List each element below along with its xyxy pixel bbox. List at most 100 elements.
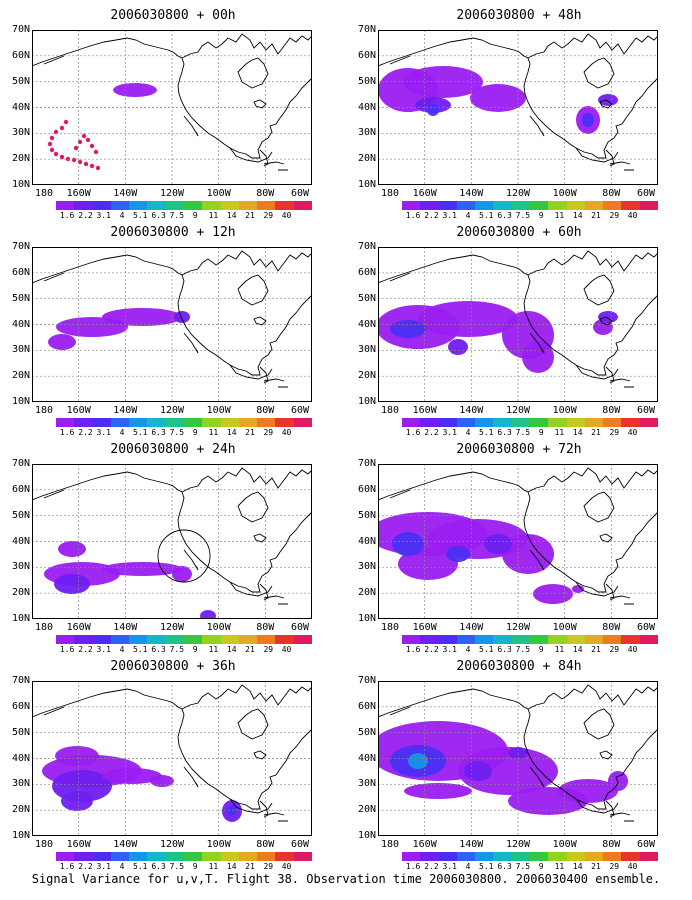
coastline bbox=[183, 549, 199, 571]
latitude-label: 60N bbox=[11, 266, 30, 278]
color-bar-swatch bbox=[456, 852, 476, 861]
color-bar-label: 2.2 bbox=[78, 862, 93, 871]
latitude-label: 10N bbox=[11, 179, 30, 190]
color-bar-swatch bbox=[493, 201, 512, 210]
variance-contour bbox=[200, 610, 216, 619]
color-bar-swatch bbox=[293, 201, 312, 210]
color-bar-label: 9 bbox=[192, 645, 198, 654]
color-bar-swatch bbox=[402, 852, 421, 861]
color-bar-swatch bbox=[529, 635, 549, 644]
longitude-label: 120W bbox=[505, 405, 531, 416]
color-bar-label: 11 bbox=[554, 428, 565, 437]
color-bar bbox=[56, 418, 312, 427]
color-bar-swatch bbox=[584, 201, 604, 210]
color-bar-label: 9 bbox=[192, 428, 198, 437]
longitude-label: 140W bbox=[459, 622, 484, 633]
color-bar-swatch bbox=[603, 635, 622, 644]
observation-point bbox=[85, 137, 91, 143]
color-bar-swatch bbox=[74, 201, 93, 210]
color-bar-label: 40 bbox=[627, 428, 638, 437]
color-bar-label: 3.1 bbox=[96, 211, 111, 220]
map-svg bbox=[32, 681, 312, 836]
color-bar-label: 5.1 bbox=[479, 862, 494, 871]
coastline bbox=[32, 254, 128, 284]
color-bar-label: 6.3 bbox=[497, 862, 512, 871]
color-bar-label: 3.1 bbox=[96, 645, 111, 654]
color-bar-swatch bbox=[420, 201, 439, 210]
color-bar-swatch bbox=[74, 852, 93, 861]
color-bar-label: 2.2 bbox=[424, 645, 439, 654]
panel-title: 2006030800 + 12h bbox=[110, 225, 236, 240]
coastline bbox=[253, 533, 267, 543]
coastline bbox=[609, 595, 634, 605]
variance-contour bbox=[150, 775, 174, 787]
color-bar-swatch bbox=[566, 635, 585, 644]
observation-point bbox=[49, 135, 55, 141]
coastline bbox=[378, 254, 474, 284]
latitude-label: 50N bbox=[11, 509, 30, 521]
color-bar-swatch bbox=[584, 635, 604, 644]
variance-contour bbox=[48, 334, 76, 350]
coastline bbox=[181, 684, 312, 710]
variance-contour bbox=[458, 747, 558, 795]
color-bar-label: 21 bbox=[245, 211, 255, 220]
variance-contour bbox=[464, 761, 492, 781]
longitude-label: 140W bbox=[113, 839, 138, 850]
color-bar-swatch bbox=[110, 418, 130, 427]
color-bar-swatch bbox=[456, 201, 476, 210]
color-bar-swatch bbox=[92, 201, 111, 210]
map-svg bbox=[378, 247, 658, 402]
color-bar-label: 7.5 bbox=[515, 211, 531, 220]
color-bar-swatch bbox=[238, 418, 258, 427]
coastline bbox=[126, 688, 312, 810]
observation-point bbox=[89, 143, 95, 149]
color-bar-swatch bbox=[584, 418, 604, 427]
observation-point bbox=[47, 141, 53, 147]
longitude-label: 120W bbox=[159, 622, 185, 633]
coastline bbox=[229, 147, 273, 163]
latitude-label: 10N bbox=[357, 830, 376, 841]
coastline bbox=[259, 366, 269, 384]
longitude-label: 60W bbox=[636, 405, 656, 416]
latitude-label: 20N bbox=[357, 587, 376, 599]
color-bar-label: 40 bbox=[281, 428, 292, 437]
color-bar-label: 40 bbox=[281, 211, 292, 220]
color-bar-label: 2.2 bbox=[78, 211, 93, 220]
color-bar-label: 5.1 bbox=[479, 211, 494, 220]
latitude-label: 60N bbox=[11, 49, 30, 61]
coastline bbox=[609, 812, 634, 822]
color-bar-label: 9 bbox=[192, 211, 198, 220]
observation-point bbox=[89, 163, 95, 169]
longitude-label: 100W bbox=[206, 622, 231, 633]
longitude-label: 80W bbox=[256, 839, 275, 850]
color-bar bbox=[56, 635, 312, 644]
variance-contour bbox=[598, 94, 618, 106]
color-bar-label: 3.1 bbox=[442, 645, 457, 654]
color-bar-label: 40 bbox=[627, 645, 638, 654]
color-bar-swatch bbox=[475, 418, 494, 427]
coastline bbox=[605, 366, 615, 384]
longitude-label: 100W bbox=[206, 839, 231, 850]
color-bar-swatch bbox=[438, 418, 457, 427]
variance-contour bbox=[522, 341, 554, 373]
coastline bbox=[229, 798, 273, 814]
variance-contour bbox=[608, 771, 628, 791]
longitude-label: 60W bbox=[636, 622, 656, 633]
coastline bbox=[181, 33, 312, 59]
color-bar-label: 1.6 bbox=[59, 645, 75, 654]
color-bar-swatch bbox=[566, 418, 585, 427]
color-bar-swatch bbox=[129, 201, 148, 210]
color-bar-swatch bbox=[529, 852, 549, 861]
panel-title: 2006030800 + 48h bbox=[456, 8, 582, 23]
color-bar bbox=[402, 635, 658, 644]
panel-title: 2006030800 + 60h bbox=[456, 225, 582, 240]
observation-point bbox=[59, 154, 65, 160]
color-bar-label: 1.6 bbox=[59, 862, 75, 871]
latitude-label: 70N bbox=[357, 241, 376, 252]
coastline bbox=[527, 467, 658, 493]
map-svg bbox=[378, 681, 658, 836]
coastline bbox=[263, 595, 288, 605]
color-bar-swatch bbox=[202, 852, 221, 861]
observation-point bbox=[93, 149, 99, 155]
coastline bbox=[472, 471, 658, 593]
